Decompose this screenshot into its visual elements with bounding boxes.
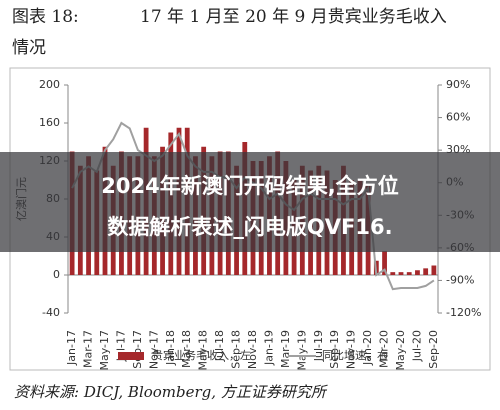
x-tick-label: Mar-20 — [378, 330, 391, 368]
bar — [415, 270, 420, 275]
x-tick-label: Jan-20 — [361, 330, 374, 366]
x-tick-label: Nov-17 — [147, 330, 160, 369]
bar — [423, 268, 429, 275]
y2-tick-label: 60% — [446, 111, 470, 124]
bar — [382, 251, 387, 275]
source: 资料来源: DICJ, Bloomberg, 方正证券研究所 — [14, 383, 326, 401]
banner-text: 2024年新澳门开码结果,全方位 — [101, 174, 398, 198]
x-tick-label: Sep-17 — [131, 330, 144, 369]
bar — [398, 272, 404, 275]
banner-text: 数据解析表述_闪电版QVF16. — [107, 215, 392, 239]
header: 图表 18: 17 年 1 月至 20 年 9 月贵宾业务毛收入情况 — [12, 2, 452, 64]
y2-tick-label: 90% — [446, 78, 470, 91]
figure-label: 图表 18: — [12, 7, 79, 27]
x-tick-label: Jan-18 — [164, 330, 177, 366]
x-tick-label: Jan-19 — [262, 330, 275, 366]
x-tick-label: Mar-19 — [279, 330, 292, 368]
banner — [0, 152, 500, 252]
legend-label: 贵宾业务毛收入，左 — [152, 348, 251, 362]
x-tick-label: Jul-18 — [213, 330, 226, 362]
y2-tick-label: -90% — [446, 273, 474, 286]
x-tick-label: Sep-19 — [328, 330, 341, 369]
x-tick-label: Nov-18 — [246, 330, 259, 369]
chart-title: 17 年 1 月至 20 年 9 月贵宾业务毛收入情况 — [12, 7, 447, 58]
x-tick-label: May-19 — [295, 330, 308, 371]
legend-label: 同比增速，右 — [322, 348, 388, 362]
y-tick-label: 160 — [39, 116, 60, 129]
y-tick-label: 0 — [53, 268, 60, 281]
x-tick-label: Sep-18 — [230, 330, 243, 369]
x-tick-label: May-18 — [197, 330, 210, 371]
x-tick-label: Jul-20 — [410, 330, 423, 362]
x-tick-label: Jan-17 — [65, 330, 78, 366]
x-tick-label: May-17 — [98, 330, 111, 371]
x-tick-label: May-20 — [394, 330, 407, 371]
x-tick-label: Mar-17 — [82, 330, 95, 368]
bar — [390, 272, 396, 275]
x-tick-label: Mar-18 — [180, 330, 193, 368]
legend-swatch — [118, 352, 144, 360]
x-tick-label: Sep-20 — [427, 330, 440, 369]
y-tick-label: 200 — [39, 78, 60, 91]
bar — [406, 272, 412, 275]
x-tick-label: Jul-19 — [312, 330, 325, 362]
y-tick-label: -40 — [42, 306, 60, 319]
y2-tick-label: -120% — [446, 306, 481, 319]
bar — [431, 265, 437, 275]
x-tick-label: Nov-19 — [345, 330, 358, 369]
